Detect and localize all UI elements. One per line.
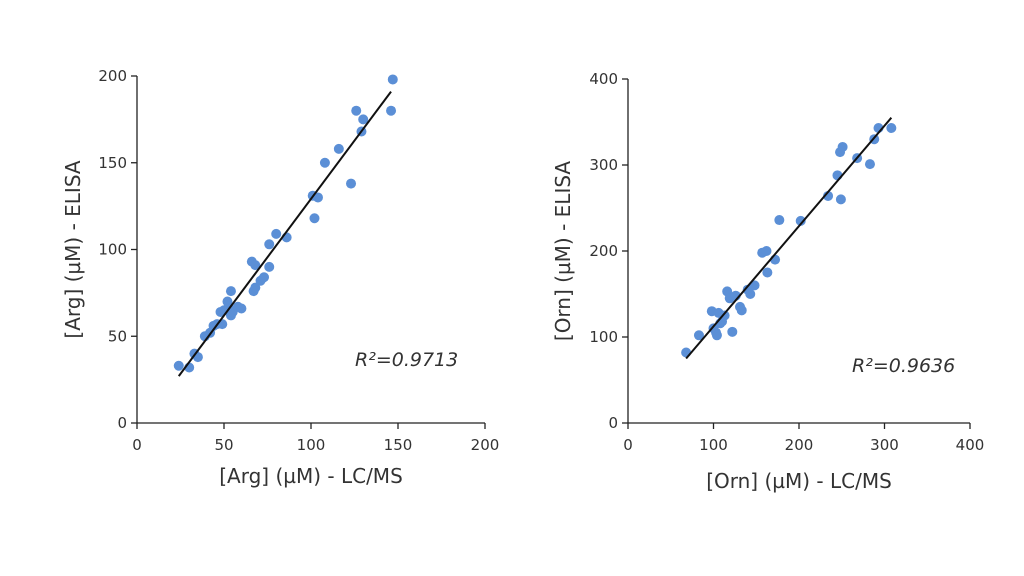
data-point xyxy=(681,347,692,358)
y-tick-label: 0 xyxy=(117,414,127,432)
x-tick-label: 300 xyxy=(870,436,899,454)
x-tick-label: 50 xyxy=(214,436,233,454)
x-tick-label: 150 xyxy=(384,436,413,454)
data-point xyxy=(236,303,247,314)
data-point xyxy=(761,246,772,256)
data-point xyxy=(693,330,704,341)
data-point xyxy=(795,215,806,226)
data-point xyxy=(271,228,282,239)
x-tick-label: 100 xyxy=(699,436,728,454)
chart-2: 0 100 200 300 400 0 100 200 300 400 [Orn] (µM) - L… xyxy=(551,70,984,493)
data-point xyxy=(225,286,236,297)
y-tick-label: 300 xyxy=(589,156,618,174)
data-point xyxy=(250,260,261,271)
x-tick-label: 400 xyxy=(956,436,985,454)
data-point xyxy=(351,105,362,116)
data-point xyxy=(749,280,760,291)
y-tick-label: 400 xyxy=(589,70,618,88)
data-point xyxy=(173,360,184,371)
data-point xyxy=(762,267,773,278)
y-tick-label: 100 xyxy=(98,241,127,259)
data-point xyxy=(358,114,369,125)
data-point xyxy=(727,326,738,337)
data-point xyxy=(711,330,722,341)
y-tick-label: 50 xyxy=(108,327,127,345)
regression-line xyxy=(177,91,392,377)
data-point xyxy=(835,194,846,205)
data-point xyxy=(864,159,875,170)
chart-1: 0 50 100 150 200 0 50 100 150 200 [Arg] (µM) - LC/… xyxy=(61,67,499,488)
y-tick-label: 100 xyxy=(589,328,618,346)
data-point xyxy=(886,123,897,134)
r-squared-annotation: R²=0.9713 xyxy=(355,349,458,371)
x-tick-label: 0 xyxy=(623,436,633,454)
data-point xyxy=(264,239,275,250)
data-point xyxy=(387,74,398,85)
data-point xyxy=(333,143,344,154)
x-axis-title: [Orn] (µM) - LC/MS xyxy=(706,469,892,493)
y-tick-label: 0 xyxy=(608,414,618,432)
data-point xyxy=(346,178,357,189)
y-tick-label: 150 xyxy=(98,154,127,172)
r-squared-annotation: R²=0.9636 xyxy=(852,355,955,377)
data-point xyxy=(312,192,323,203)
x-tick-label: 200 xyxy=(785,436,814,454)
data-point xyxy=(259,272,270,283)
y-tick-label: 200 xyxy=(589,242,618,260)
data-point xyxy=(719,310,730,321)
data-point xyxy=(250,282,261,293)
data-point xyxy=(774,215,785,226)
regression-line xyxy=(685,117,893,360)
y-axis-title: [Orn] (µM) - ELISA xyxy=(551,161,575,342)
data-point xyxy=(837,141,848,152)
x-axis-title: [Arg] (µM) - LC/MS xyxy=(219,464,403,488)
data-point xyxy=(264,261,275,272)
y-tick-label: 200 xyxy=(98,67,127,85)
data-point xyxy=(309,213,320,224)
data-point xyxy=(745,289,756,299)
y-axis-title: [Arg] (µM) - ELISA xyxy=(61,160,85,338)
data-point xyxy=(736,305,747,316)
data-point xyxy=(386,105,397,116)
x-tick-label: 100 xyxy=(297,436,326,454)
x-tick-label: 200 xyxy=(471,436,500,454)
data-point xyxy=(319,157,330,168)
x-tick-label: 0 xyxy=(132,436,142,454)
